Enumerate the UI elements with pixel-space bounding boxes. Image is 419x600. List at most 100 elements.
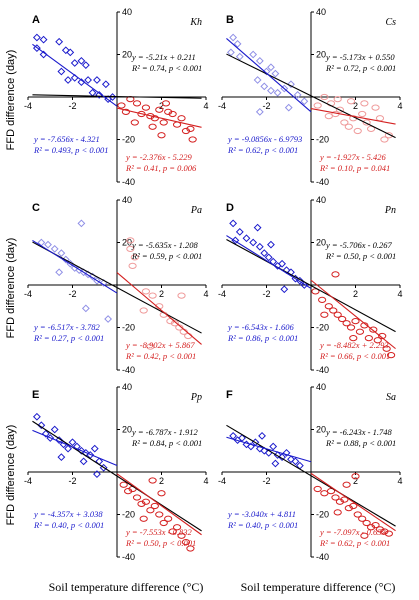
blue-r2: R² = 0.86, p < 0.001 xyxy=(227,333,298,343)
red-circle-point xyxy=(371,104,380,111)
blue-diamond-point xyxy=(235,227,244,236)
blue-diamond-point xyxy=(101,80,110,89)
red-circle-point xyxy=(172,524,182,531)
red-circle-point xyxy=(168,110,177,118)
blue-r2: R² = 0.62, p < 0.001 xyxy=(227,145,298,155)
y-tick-label: -40 xyxy=(316,177,329,187)
y-tick-label: 20 xyxy=(316,425,326,435)
red-circle-point xyxy=(148,477,157,484)
blue-equation: y = -9.0856x - 6.9793 xyxy=(227,134,302,144)
red-circle-point xyxy=(355,328,365,335)
overall-fit-line xyxy=(226,53,396,139)
x-tick-label: 4 xyxy=(397,476,402,486)
red-circle-point xyxy=(320,93,329,101)
blue-diamond-point xyxy=(287,455,295,464)
y-tick-label: 20 xyxy=(122,50,132,60)
y-tick-label: -20 xyxy=(122,510,135,520)
red-r2: R² = 0.41, p = 0.006 xyxy=(125,163,197,173)
blue-diamond-point xyxy=(269,442,278,451)
overall-r2: R² = 0.88, p < 0.001 xyxy=(325,438,396,448)
red-circle-point xyxy=(150,502,159,510)
blue-diamond-point xyxy=(90,444,99,453)
blue-diamond-point xyxy=(79,457,88,466)
red-circle-point xyxy=(139,515,148,522)
blue-diamond-point xyxy=(55,268,64,277)
blue-equation: y = -6.517x - 3.782 xyxy=(33,322,100,332)
blue-diamond-point xyxy=(70,264,79,272)
red-circle-point xyxy=(117,102,126,109)
overall-equation: y = -5.173x + 0.550 xyxy=(325,52,395,62)
red-fit-line xyxy=(310,107,396,125)
blue-diamond-point xyxy=(104,315,113,323)
blue-diamond-point xyxy=(291,457,300,466)
overall-r2: R² = 0.59, p < 0.001 xyxy=(131,251,202,261)
y-axis-label-middle: FFD difference (day) xyxy=(5,238,17,339)
red-circle-point xyxy=(130,119,139,126)
red-circle-point xyxy=(364,335,373,342)
blue-diamond-point xyxy=(300,97,309,106)
panel-letter: B xyxy=(226,14,234,26)
red-circle-point xyxy=(387,352,396,359)
red-circle-point xyxy=(349,335,358,342)
overall-fit-line xyxy=(32,420,202,532)
red-circle-point xyxy=(181,539,191,546)
blue-fit-line xyxy=(32,239,118,294)
red-circle-point xyxy=(333,311,342,318)
y-tick-label: -40 xyxy=(122,177,135,187)
blue-fit-line xyxy=(32,429,118,467)
x-tick-label: 4 xyxy=(397,101,402,111)
blue-diamond-point xyxy=(95,90,104,99)
blue-diamond-point xyxy=(57,249,66,258)
x-tick-label: -2 xyxy=(262,101,270,111)
red-circle-point xyxy=(382,345,391,352)
red-circle-point xyxy=(155,106,164,113)
red-circle-point xyxy=(157,490,166,497)
blue-diamond-point xyxy=(249,50,258,59)
red-circle-point xyxy=(358,110,367,118)
red-circle-point xyxy=(186,545,195,552)
x-tick-label: 2 xyxy=(159,101,164,111)
blue-diamond-point xyxy=(93,76,101,84)
blue-diamond-point xyxy=(264,253,273,262)
regression-lines xyxy=(32,43,202,128)
blue-r2: R² = 0.493, p < 0.001 xyxy=(33,145,108,155)
red-circle-point xyxy=(335,106,345,113)
red-fit-line xyxy=(116,272,202,345)
overall-fit-line xyxy=(32,241,202,334)
blue-diamond-point xyxy=(280,285,289,294)
blue-diamond-point xyxy=(99,463,108,472)
blue-diamond-point xyxy=(255,242,264,251)
blue-diamond-point xyxy=(229,219,238,228)
red-circle-point xyxy=(177,532,186,539)
blue-diamond-point xyxy=(255,107,264,116)
blue-diamond-point xyxy=(64,76,72,84)
panel-letter: E xyxy=(32,389,39,401)
red-equation: y = -7.097x - 0.653 xyxy=(319,527,386,537)
x-tick-label: -2 xyxy=(262,289,270,299)
x-tick-label: -4 xyxy=(24,101,32,111)
blue-r2: R² = 0.40, p < 0.001 xyxy=(33,520,104,530)
red-circle-point xyxy=(132,100,142,107)
red-circle-point xyxy=(369,326,378,333)
y-tick-label: 40 xyxy=(316,195,326,205)
red-circle-point xyxy=(177,115,186,122)
blue-diamond-point xyxy=(267,86,275,95)
x-tick-label: -4 xyxy=(24,289,32,299)
red-circle-point xyxy=(146,507,155,514)
overall-fit-line xyxy=(32,94,202,99)
red-circle-point xyxy=(126,237,135,244)
overall-r2: R² = 0.72, p < 0.001 xyxy=(325,63,396,73)
red-r2: R² = 0.50, p < 0.001 xyxy=(125,538,196,548)
red-circle-point xyxy=(157,132,166,139)
red-circle-point xyxy=(349,502,358,510)
red-circle-point xyxy=(340,119,349,126)
blue-diamond-point xyxy=(253,223,262,232)
blue-diamond-point xyxy=(235,52,244,61)
overall-equation: y = -5.21x + 0.211 xyxy=(131,52,196,62)
overall-r2: R² = 0.50, p < 0.001 xyxy=(325,251,396,261)
x-tick-label: 2 xyxy=(353,289,358,299)
x-tick-label: -2 xyxy=(262,476,270,486)
red-circle-point xyxy=(146,343,155,350)
